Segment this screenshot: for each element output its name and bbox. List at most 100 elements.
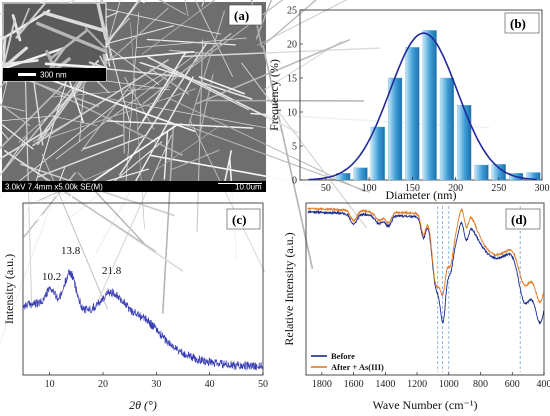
x-tick-label: 1800 (312, 379, 332, 390)
sem-fiber (198, 76, 245, 95)
y-axis-label-d: Relative Intensity (a.u.) (282, 232, 296, 345)
sem-inset-fibers (1, 2, 108, 70)
inset-scale-bar (18, 73, 36, 76)
sem-fiber (188, 10, 225, 124)
histogram-bars (336, 30, 541, 181)
histogram-bar (388, 77, 403, 181)
peak-label-21-8: 21.8 (102, 265, 122, 277)
histogram-bar (474, 164, 489, 181)
sem-fiber (190, 0, 284, 69)
panel-c-label: (c) (232, 212, 246, 227)
sem-footer-scale: 10.0um (235, 183, 262, 192)
x-axis-label-b: Diameter (nm) (386, 188, 457, 202)
sem-fiber (0, 58, 31, 89)
sem-fiber (170, 149, 220, 171)
sem-inset-fiber (84, 27, 108, 50)
panel-a: 300 nm 3.0kV 7.4mm x5.00k SE(M) 10.0um (… (0, 0, 491, 345)
sem-fiber (255, 0, 273, 40)
sem-fiber (94, 134, 173, 308)
sem-fiber (0, 127, 51, 160)
panel-b-label: (b) (510, 16, 526, 31)
panel-a-label-bg (228, 4, 263, 26)
peak-label-13-8: 13.8 (61, 245, 81, 257)
x-tick-label: 30 (151, 379, 161, 390)
sem-fiber (194, 0, 233, 78)
sem-fiber (0, 115, 55, 122)
histogram-bar (353, 167, 368, 181)
sem-fiber (48, 88, 196, 139)
sem-fiber (123, 105, 125, 154)
sem-inset-fiber (15, 2, 46, 39)
sem-fiber (41, 153, 108, 310)
x-tick-label: 250 (491, 183, 506, 194)
sem-fiber (37, 134, 147, 178)
sem-fiber (0, 136, 28, 177)
sem-fiber (198, 74, 214, 138)
sem-fiber (93, 5, 222, 35)
x-tick-label: 200 (448, 183, 463, 194)
histogram-bar (405, 47, 420, 181)
sem-fiber (241, 62, 367, 229)
sem-inset-fiber (2, 17, 17, 69)
panel-c: 10 20 30 40 50 10.2 13.8 21.8 2θ (°) Intensi… (2, 202, 268, 412)
sem-fiber (0, 89, 71, 175)
x-tick-label: 40 (205, 379, 215, 390)
sem-fiber (0, 122, 34, 150)
series-before-line (307, 209, 545, 325)
x-tick-label: 600 (505, 379, 520, 390)
sem-inset-fiber (42, 11, 108, 33)
y-tick-label: 25 (287, 6, 297, 17)
plot-area-d (305, 202, 545, 376)
sem-inset-fiber (1, 46, 29, 70)
sem-fiber (264, 0, 317, 45)
legend-label-after: After + As(III) (331, 362, 384, 372)
sem-fiber (81, 77, 136, 152)
sem-fiber (22, 68, 71, 226)
y-tick-label: 0 (292, 176, 297, 187)
y-tick-label: 15 (287, 74, 297, 85)
y-axis-label-c: Intensity (a.u.) (2, 254, 16, 324)
sem-fiber (50, 115, 98, 126)
x-tick-label: 1600 (344, 379, 364, 390)
sem-fiber (0, 88, 136, 197)
gaussian-fit-line (308, 32, 537, 181)
sem-fiber (35, 123, 179, 221)
legend-label-before: Before (331, 351, 355, 361)
y-tick-label: 20 (287, 40, 297, 51)
sem-fiber (256, 0, 347, 46)
peak-label-10-2: 10.2 (42, 271, 61, 283)
sem-fiber (109, 98, 283, 132)
sem-inset-fiber (49, 29, 88, 60)
sem-fiber (149, 68, 190, 95)
sem-fiber (160, 65, 250, 111)
sem-fiber (0, 104, 25, 112)
legend-d: Before After + As(III) (311, 351, 384, 372)
sem-fiber (106, 0, 121, 48)
x-tick-label: 800 (473, 379, 488, 390)
sem-fiber (196, 39, 350, 105)
sem-fiber (180, 122, 370, 193)
plot-area-c (22, 202, 264, 376)
sem-footer-info: 3.0kV 7.4mm x5.00k SE(M) (5, 183, 103, 192)
x-axis-label-d: Wave Number (cm⁻¹) (373, 398, 478, 412)
sem-fiber (0, 103, 31, 127)
x-tick-label: 100 (362, 183, 377, 194)
sem-footer (2, 181, 266, 192)
panel-b: 50 100 150 200 250 300 0 5 10 15 20 25 Diameter (nm… (267, 6, 550, 203)
x-tick-label: 1200 (407, 379, 427, 390)
axis-ticks-b: 50 100 150 200 250 300 0 5 10 15 20 25 (287, 6, 550, 195)
histogram-bar (422, 30, 437, 181)
y-tick-label: 10 (287, 108, 297, 119)
x-tick-label: 150 (405, 183, 420, 194)
sem-inset-fiber (36, 21, 108, 54)
panel-d-label: (d) (511, 212, 527, 227)
histogram-bar (336, 173, 351, 181)
x-tick-label: 1400 (375, 379, 395, 390)
sem-fiber (121, 12, 140, 235)
sem-fiber (135, 37, 247, 49)
panel-d: 1800 1600 1400 1200 1000 800 600 400 Before Aft… (282, 202, 550, 412)
series-after-line (307, 206, 545, 304)
sem-fiber (142, 32, 232, 105)
sem-inset-fiber (102, 53, 108, 70)
